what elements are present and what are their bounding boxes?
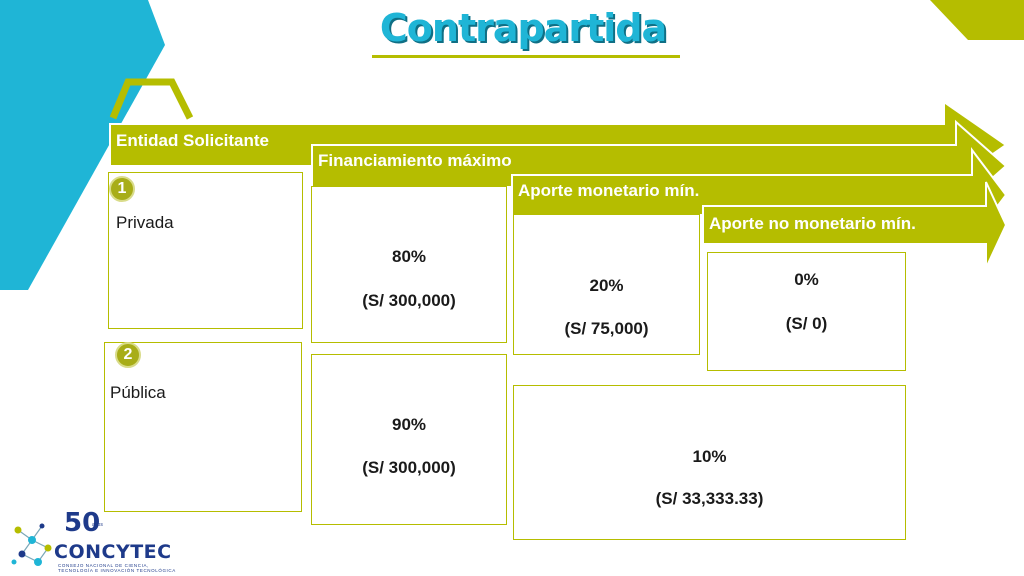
amount-value: (S/ 0) xyxy=(785,314,828,333)
percent-value: 20% xyxy=(589,276,624,295)
percent-value: 10% xyxy=(692,447,727,466)
percent-value: 80% xyxy=(391,247,427,266)
financiamiento-box-publica: 90% (S/ 300,000) xyxy=(311,354,507,525)
entity-number-badge: 2 xyxy=(115,342,141,368)
concytec-logo: 50 años CONCYTEC CONSEJO NACIONAL DE CIE… xyxy=(8,508,208,574)
arrow-label-aporte-no-monetario: Aporte no monetario mín. xyxy=(709,214,916,233)
percent-value: 90% xyxy=(391,415,427,434)
arrow-label-financiamiento: Financiamiento máximo xyxy=(318,151,512,170)
entity-name: Privada xyxy=(116,213,174,232)
entity-name: Pública xyxy=(110,383,166,402)
logo-tagline-2: TECNOLOGÍA E INNOVACIÓN TECNOLÓGICA xyxy=(58,568,176,573)
top-right-green-shape xyxy=(930,0,1024,40)
title-underline xyxy=(372,55,680,58)
arrow-aporte-no-monetario xyxy=(702,181,1008,269)
network-molecule-icon xyxy=(11,523,52,566)
aporte-monetario-box-publica: 10% (S/ 33,333.33) xyxy=(513,385,906,540)
aporte-no-monetario-box-privada: 0% (S/ 0) xyxy=(707,252,906,371)
percent-value: 0% xyxy=(794,270,819,289)
amount-value: (S/ 300,000) xyxy=(362,458,456,477)
anniversary-number: 50 xyxy=(64,508,101,538)
amount-value: (S/ 300,000) xyxy=(362,291,456,310)
anniversary-label: años xyxy=(92,522,103,528)
logo-name: CONCYTEC xyxy=(54,541,172,563)
amount-value: (S/ 33,333.33) xyxy=(655,489,764,508)
hexagon-outline xyxy=(109,78,194,120)
entity-box-privada: Privada xyxy=(108,172,303,329)
entity-number-badge: 1 xyxy=(109,176,135,202)
left-blue-shape xyxy=(0,0,165,290)
logo-tagline-1: CONSEJO NACIONAL DE CIENCIA, xyxy=(58,563,149,568)
entity-box-publica: Pública xyxy=(104,342,302,512)
amount-value: (S/ 75,000) xyxy=(564,319,649,338)
aporte-monetario-box-privada: 20% (S/ 75,000) xyxy=(513,214,700,355)
financiamiento-box-privada: 80% (S/ 300,000) xyxy=(311,186,507,343)
arrow-label-entidad: Entidad Solicitante xyxy=(116,131,270,150)
arrow-label-aporte-monetario: Aporte monetario mín. xyxy=(518,181,700,200)
page-title: Contrapartida xyxy=(379,6,667,50)
